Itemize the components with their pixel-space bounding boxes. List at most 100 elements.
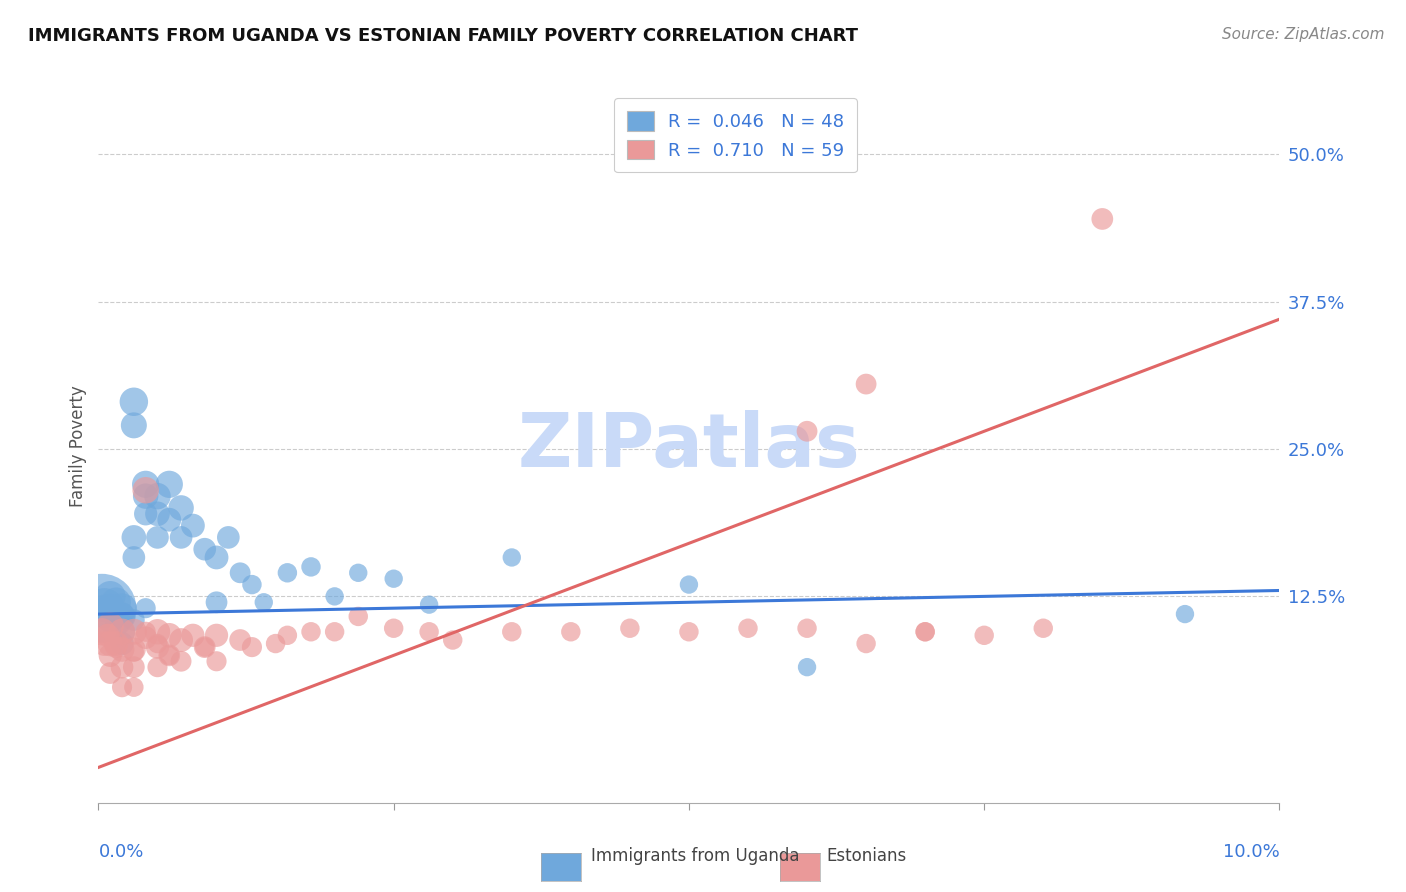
Point: [122, 550, 145, 565]
Point: [205, 550, 228, 565]
Point: [135, 624, 157, 639]
Point: [382, 572, 405, 586]
Point: [253, 595, 276, 609]
Point: [111, 660, 134, 674]
Point: [98, 590, 121, 604]
Point: [105, 595, 128, 609]
Point: [441, 633, 464, 648]
Point: [678, 577, 700, 591]
Point: [796, 424, 818, 438]
Text: Source: ZipAtlas.com: Source: ZipAtlas.com: [1222, 27, 1385, 42]
Point: [194, 640, 217, 654]
Point: [111, 680, 134, 694]
Point: [796, 621, 818, 635]
Point: [501, 550, 523, 565]
Point: [418, 624, 440, 639]
Point: [91, 624, 114, 639]
Point: [229, 566, 252, 580]
Point: [93, 636, 115, 650]
Point: [1091, 211, 1114, 226]
Point: [146, 507, 169, 521]
Point: [122, 394, 145, 409]
Point: [146, 530, 169, 544]
Point: [299, 624, 322, 639]
Point: [105, 607, 128, 621]
Point: [111, 601, 134, 615]
Point: [914, 624, 936, 639]
Point: [135, 477, 157, 491]
Point: [560, 624, 582, 639]
Point: [122, 642, 145, 657]
Point: [122, 418, 145, 433]
Point: [170, 500, 193, 515]
Point: [122, 613, 145, 627]
Point: [855, 377, 877, 392]
Text: Immigrants from Uganda: Immigrants from Uganda: [591, 847, 799, 865]
Point: [135, 631, 157, 645]
Point: [170, 654, 193, 668]
Legend: R =  0.046   N = 48, R =  0.710   N = 59: R = 0.046 N = 48, R = 0.710 N = 59: [614, 98, 858, 172]
Point: [276, 566, 298, 580]
Point: [170, 633, 193, 648]
Point: [157, 648, 180, 663]
Point: [111, 607, 134, 621]
Point: [91, 601, 114, 615]
Point: [146, 624, 169, 639]
Point: [111, 624, 134, 639]
Point: [122, 624, 145, 639]
Text: ZIPatlas: ZIPatlas: [517, 409, 860, 483]
Point: [276, 628, 298, 642]
Point: [347, 609, 370, 624]
Point: [194, 640, 217, 654]
Point: [181, 628, 204, 642]
Point: [122, 530, 145, 544]
Point: [122, 680, 145, 694]
Point: [157, 477, 180, 491]
Point: [264, 636, 287, 650]
Point: [796, 660, 818, 674]
Point: [323, 590, 346, 604]
Point: [382, 621, 405, 635]
Text: IMMIGRANTS FROM UGANDA VS ESTONIAN FAMILY POVERTY CORRELATION CHART: IMMIGRANTS FROM UGANDA VS ESTONIAN FAMIL…: [28, 27, 858, 45]
Point: [323, 624, 346, 639]
Point: [240, 577, 263, 591]
Point: [205, 654, 228, 668]
Point: [111, 609, 134, 624]
Point: [157, 628, 180, 642]
Point: [105, 640, 128, 654]
Point: [240, 640, 263, 654]
Point: [105, 636, 128, 650]
Point: [737, 621, 759, 635]
Point: [157, 648, 180, 663]
Point: [98, 648, 121, 663]
Point: [93, 601, 115, 615]
Point: [135, 489, 157, 503]
Point: [418, 598, 440, 612]
Point: [122, 660, 145, 674]
Point: [170, 530, 193, 544]
Point: [111, 642, 134, 657]
Point: [146, 640, 169, 654]
Y-axis label: Family Poverty: Family Poverty: [69, 385, 87, 507]
Point: [619, 621, 641, 635]
Point: [205, 628, 228, 642]
Point: [1032, 621, 1054, 635]
Point: [194, 542, 217, 557]
Point: [855, 636, 877, 650]
Text: 0.0%: 0.0%: [98, 843, 143, 861]
Point: [97, 601, 120, 615]
Point: [111, 636, 134, 650]
Point: [146, 489, 169, 503]
Text: 10.0%: 10.0%: [1223, 843, 1279, 861]
Point: [146, 660, 169, 674]
Point: [217, 530, 239, 544]
Point: [111, 624, 134, 639]
Point: [146, 636, 169, 650]
Point: [135, 601, 157, 615]
Point: [98, 636, 121, 650]
Point: [205, 595, 228, 609]
Point: [122, 645, 145, 659]
Point: [1174, 607, 1197, 621]
Point: [97, 628, 120, 642]
Point: [93, 601, 115, 615]
